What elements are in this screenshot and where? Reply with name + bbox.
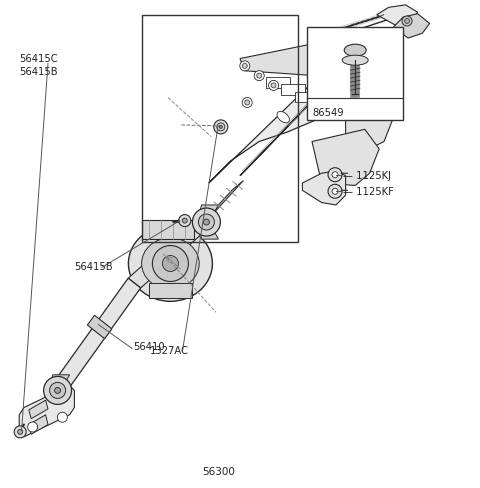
Polygon shape: [149, 283, 192, 298]
Circle shape: [58, 412, 67, 422]
Circle shape: [245, 100, 250, 105]
Bar: [281, 84, 305, 95]
Circle shape: [198, 214, 215, 230]
Polygon shape: [19, 386, 74, 437]
Circle shape: [254, 71, 264, 81]
Polygon shape: [312, 129, 379, 185]
Polygon shape: [199, 230, 218, 239]
Circle shape: [271, 83, 276, 88]
Circle shape: [219, 125, 222, 128]
Circle shape: [257, 73, 262, 78]
Bar: [307, 27, 403, 120]
Polygon shape: [209, 32, 374, 183]
Circle shape: [179, 215, 191, 226]
Text: — 1125KF: — 1125KF: [343, 187, 394, 197]
Circle shape: [182, 218, 187, 223]
Circle shape: [18, 429, 23, 434]
Circle shape: [162, 256, 179, 271]
Polygon shape: [87, 315, 112, 339]
Circle shape: [28, 422, 37, 432]
Circle shape: [217, 123, 225, 131]
Bar: [142, 15, 298, 242]
Polygon shape: [240, 32, 379, 176]
Circle shape: [204, 219, 209, 225]
Circle shape: [242, 63, 247, 68]
Text: — 1125KJ: — 1125KJ: [343, 171, 391, 181]
Polygon shape: [199, 205, 218, 214]
Circle shape: [328, 168, 342, 182]
Circle shape: [152, 245, 188, 282]
Circle shape: [240, 61, 250, 71]
Circle shape: [332, 188, 338, 194]
Bar: [295, 92, 319, 102]
Polygon shape: [394, 14, 430, 38]
Polygon shape: [50, 375, 70, 383]
Ellipse shape: [342, 55, 368, 65]
Circle shape: [14, 426, 26, 438]
Ellipse shape: [277, 111, 289, 123]
Text: 56415C: 56415C: [19, 54, 58, 63]
Polygon shape: [346, 98, 394, 151]
Polygon shape: [128, 215, 213, 288]
Circle shape: [328, 184, 342, 198]
Text: 1327AC: 1327AC: [150, 346, 189, 356]
Polygon shape: [240, 33, 372, 78]
Polygon shape: [142, 220, 194, 239]
Ellipse shape: [344, 44, 366, 56]
Ellipse shape: [128, 225, 212, 302]
Circle shape: [49, 383, 66, 398]
Ellipse shape: [142, 238, 199, 289]
Polygon shape: [201, 181, 243, 224]
Polygon shape: [302, 171, 346, 205]
Circle shape: [402, 16, 412, 26]
Circle shape: [269, 81, 278, 90]
Bar: [266, 77, 290, 88]
Circle shape: [55, 387, 60, 393]
Circle shape: [242, 98, 252, 107]
Polygon shape: [51, 278, 141, 395]
Polygon shape: [50, 398, 70, 406]
Circle shape: [332, 172, 338, 178]
Circle shape: [405, 19, 409, 23]
Polygon shape: [29, 400, 48, 419]
Text: 56415B: 56415B: [19, 67, 58, 77]
Circle shape: [44, 376, 72, 405]
Circle shape: [214, 120, 228, 134]
Text: 56300: 56300: [202, 468, 235, 477]
Polygon shape: [377, 5, 418, 27]
Text: 56410: 56410: [133, 343, 165, 352]
Polygon shape: [29, 415, 48, 434]
Text: 86549: 86549: [312, 108, 344, 118]
Circle shape: [192, 208, 220, 236]
Text: 56415B: 56415B: [74, 263, 113, 272]
